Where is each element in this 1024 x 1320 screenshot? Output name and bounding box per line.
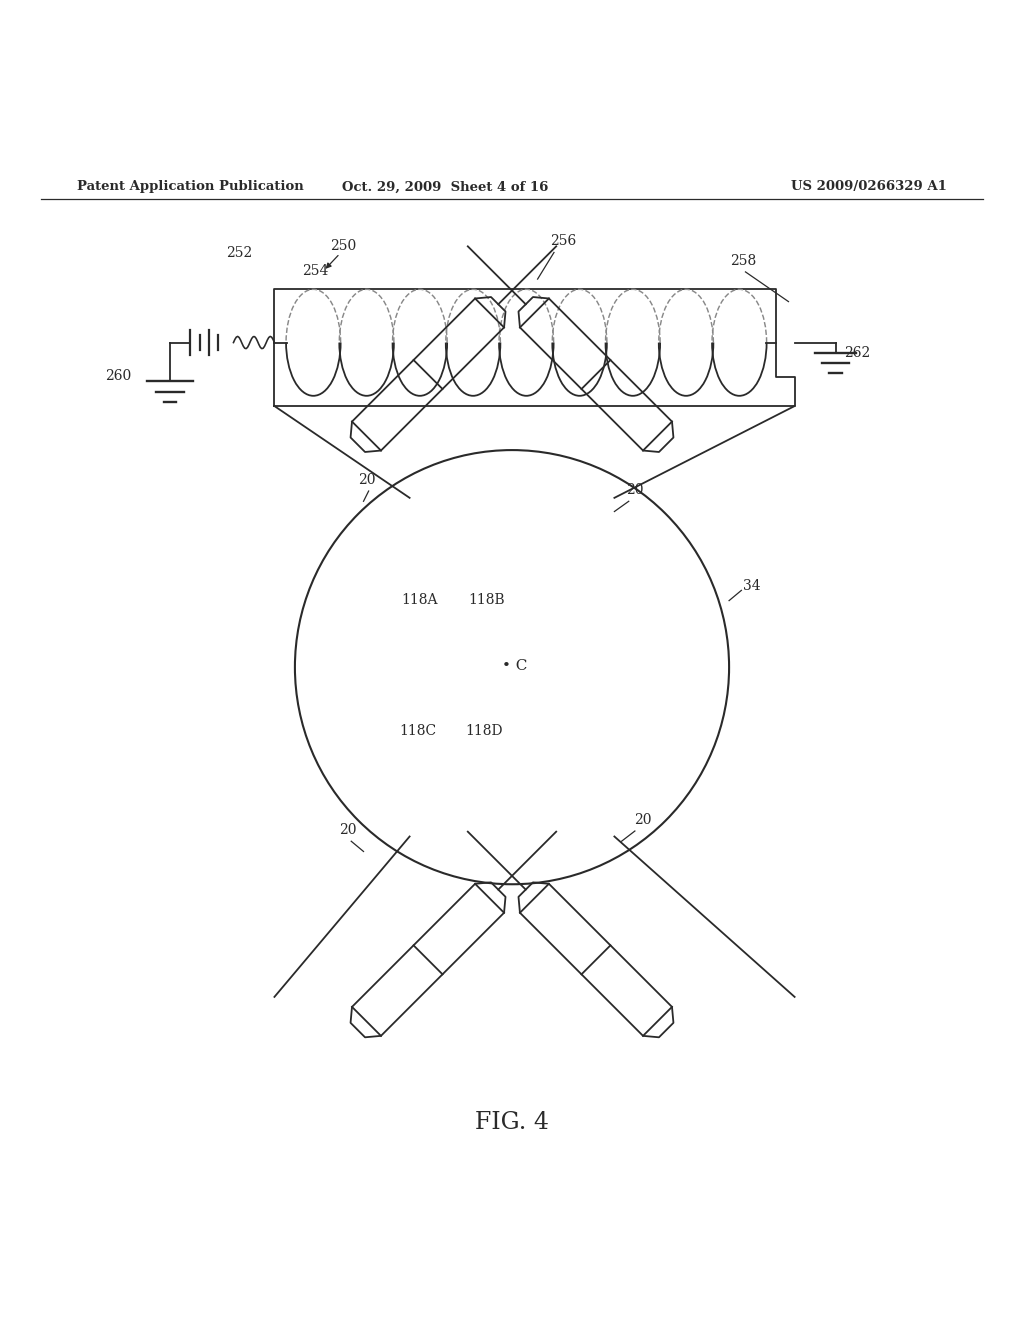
Text: 118B: 118B [468, 593, 505, 607]
Text: Patent Application Publication: Patent Application Publication [77, 181, 303, 194]
Text: 20: 20 [339, 824, 357, 837]
Text: 118D: 118D [466, 723, 503, 738]
Text: 250: 250 [330, 239, 356, 253]
Text: 262: 262 [844, 346, 870, 360]
Text: 20: 20 [357, 473, 376, 487]
Text: 256: 256 [550, 234, 577, 248]
Text: 20: 20 [626, 483, 644, 498]
Text: • C: • C [502, 659, 527, 673]
Text: 254: 254 [302, 264, 329, 279]
Text: 118A: 118A [401, 593, 438, 607]
Text: 118C: 118C [399, 723, 436, 738]
Text: 260: 260 [104, 370, 131, 383]
Text: FIG. 4: FIG. 4 [475, 1111, 549, 1134]
Text: 20: 20 [634, 813, 652, 826]
Text: 252: 252 [226, 246, 253, 260]
Text: 34: 34 [743, 579, 761, 594]
Text: Oct. 29, 2009  Sheet 4 of 16: Oct. 29, 2009 Sheet 4 of 16 [342, 181, 549, 194]
Text: 258: 258 [730, 253, 757, 268]
Text: US 2009/0266329 A1: US 2009/0266329 A1 [792, 181, 947, 194]
